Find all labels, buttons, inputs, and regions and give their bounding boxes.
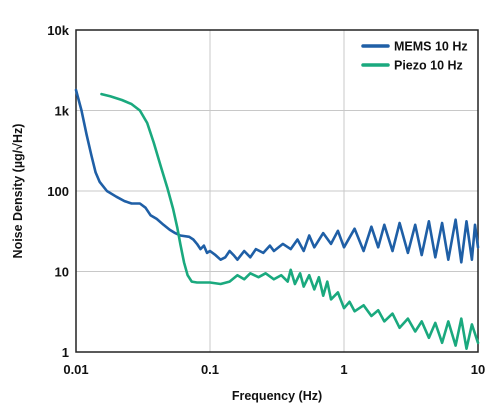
y-tick-label: 10: [55, 265, 69, 280]
y-axis-label: Noise Density (µg/√Hz): [11, 124, 25, 259]
plot-frame: [75, 29, 479, 353]
y-tick-label: 1: [62, 345, 69, 360]
x-axis-label: Frequency (Hz): [232, 389, 322, 403]
series-lines: [74, 88, 480, 350]
x-tick-label: 10: [471, 362, 485, 377]
y-tick-label: 10k: [47, 23, 69, 38]
x-tick-label: 0.01: [63, 362, 88, 377]
x-tick-label: 1: [340, 362, 347, 377]
grid-lines: [76, 30, 478, 352]
x-tick-label: 0.1: [201, 362, 219, 377]
legend: MEMS 10 Hz Piezo 10 Hz: [361, 40, 468, 73]
series-line-piezo: [100, 92, 480, 350]
y-tick-labels: 1 10 100 1k 10k: [47, 23, 69, 360]
legend-label: Piezo 10 Hz: [394, 59, 463, 73]
y-tick-label: 100: [47, 184, 69, 199]
legend-label: MEMS 10 Hz: [394, 40, 468, 54]
y-tick-label: 1k: [55, 104, 70, 119]
series-line-mems: [74, 88, 480, 264]
x-tick-labels: 0.01 0.1 1 10: [63, 362, 485, 377]
